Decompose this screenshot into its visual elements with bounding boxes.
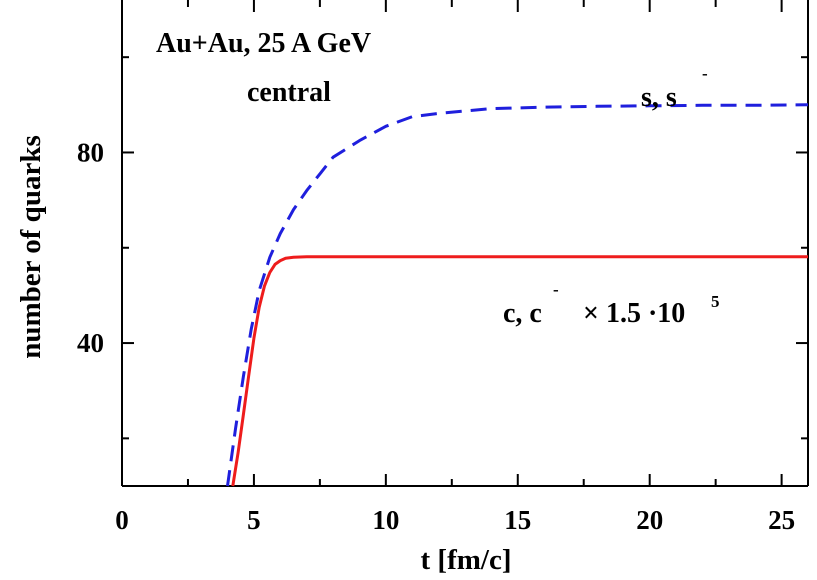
x-tick-label: 20 — [636, 505, 663, 535]
axis-ticks — [121, 0, 808, 486]
series-line-c-quarks — [231, 255, 808, 487]
y-tick-label: 80 — [77, 137, 104, 167]
x-tick-label: 25 — [768, 505, 795, 535]
c-series-label-bar: - — [553, 280, 559, 299]
s-series-label-bar: - — [702, 64, 708, 83]
x-tick-label: 5 — [247, 505, 261, 535]
x-axis-title: t [fm/c] — [421, 544, 512, 576]
y-tick-label: 40 — [77, 328, 104, 358]
annotation-system: Au+Au, 25 A GeV — [156, 28, 371, 59]
c-series-label: c, c — [503, 298, 542, 329]
c-series-factor: × 1.5 ·10 — [583, 298, 685, 329]
x-tick-label: 15 — [504, 505, 531, 535]
c-series-exponent: 5 — [711, 292, 720, 311]
y-axis-title: number of quarks — [15, 135, 47, 358]
annotation-centrality: central — [247, 77, 331, 108]
x-tick-label: 0 — [115, 505, 129, 535]
plot-frame — [121, 0, 809, 487]
s-series-label: s, s — [641, 82, 677, 113]
x-tick-label: 10 — [372, 505, 399, 535]
series-line-s-quarks — [226, 103, 809, 487]
series-layer — [226, 103, 809, 487]
tick-labels: 0 5 10 15 20 25 40 80 — [77, 137, 795, 535]
